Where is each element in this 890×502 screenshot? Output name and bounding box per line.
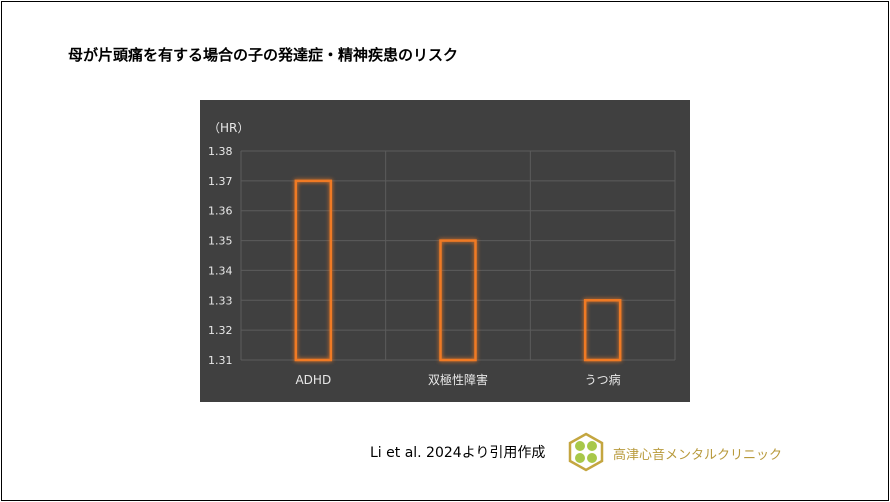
- bar-chart: （HR） 1.31 1.32 1.33 1.34 1.35 1.36 1.37 1.38 ADHD…: [208, 121, 676, 387]
- citation: Li et al. 2024より引用作成: [370, 445, 546, 461]
- y-tick-label: 1.37: [208, 175, 233, 188]
- chart-panel: （HR） 1.31 1.32 1.33 1.34 1.35 1.36 1.37 1.38 ADHD…: [200, 100, 690, 402]
- y-tick-label: 1.34: [208, 264, 233, 277]
- bar: [439, 239, 477, 362]
- y-axis-label: （HR）: [208, 121, 249, 135]
- bar: [294, 179, 333, 362]
- y-tick-label: 1.32: [208, 324, 233, 337]
- page-title: 母が片頭痛を有する場合の子の発達症・精神疾患のリスク: [68, 46, 459, 64]
- y-tick-label: 1.38: [208, 145, 233, 158]
- clinic-name: 高津心音メンタルクリニック: [613, 448, 783, 463]
- y-tick-label: 1.35: [208, 235, 233, 248]
- y-tick-label: 1.36: [208, 205, 233, 218]
- y-tick-label: 1.31: [208, 354, 233, 367]
- x-tick-label: うつ病: [585, 372, 621, 387]
- x-tick-label: 双極性障害: [428, 372, 488, 387]
- y-tick-label: 1.33: [208, 294, 233, 307]
- clinic-logo-icon: [567, 432, 605, 472]
- bar: [583, 299, 622, 362]
- x-tick-label: ADHD: [295, 373, 331, 387]
